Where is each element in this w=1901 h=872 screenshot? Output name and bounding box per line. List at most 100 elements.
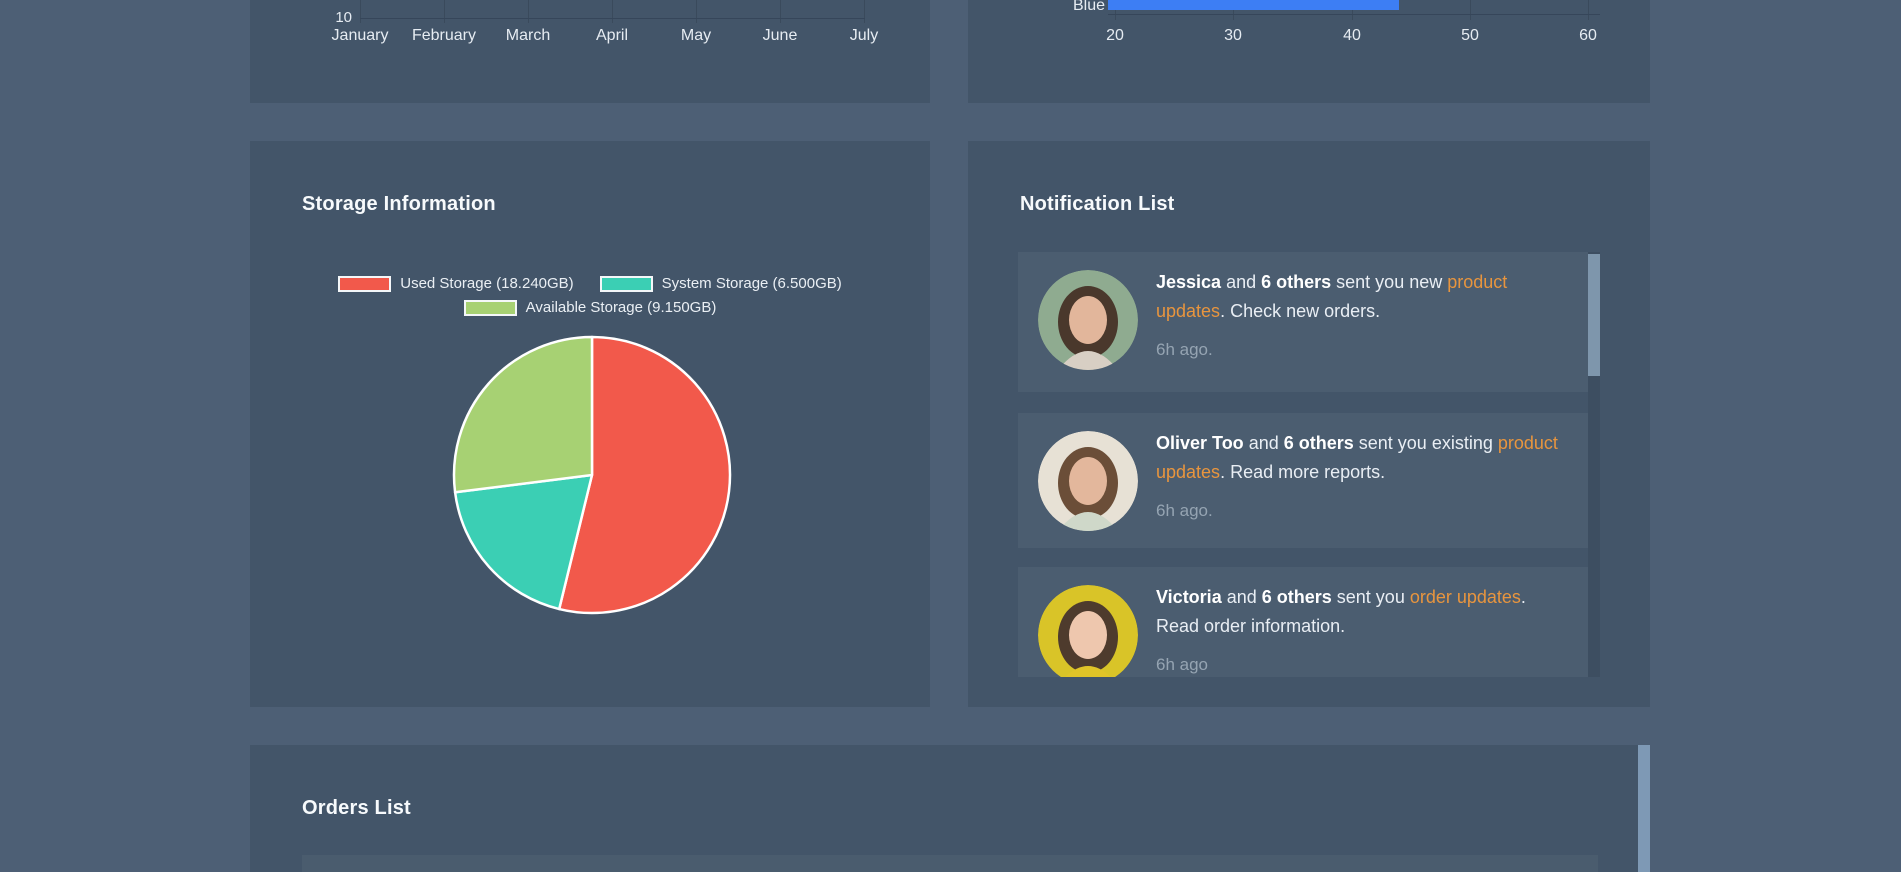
axis-tick	[780, 18, 781, 23]
avatar-photo	[1038, 431, 1138, 531]
orders-scrollbar-thumb[interactable]	[1638, 745, 1650, 872]
avatar-photo	[1038, 270, 1138, 370]
legend-row: Available Storage (9.150GB)	[463, 299, 717, 316]
notification-text-segment: sent you	[1331, 587, 1410, 607]
y-axis-tick-label: 10	[335, 9, 352, 26]
notification-link[interactable]: updates	[1156, 462, 1221, 482]
grid-line	[612, 0, 613, 18]
bar-category-label: Blue	[1072, 0, 1105, 14]
notification-text-segment: . Read more reports.	[1220, 462, 1386, 482]
notification-text-segment: . Check new orders.	[1220, 301, 1381, 321]
notification-list-panel: Notification List Jessica and 6 others s…	[968, 141, 1650, 707]
notification-card[interactable]: Victoria and 6 others sent you order upd…	[1018, 567, 1588, 677]
legend-swatch	[463, 299, 517, 316]
x-tick-label: 50	[1461, 27, 1479, 44]
storage-panel-title: Storage Information	[302, 193, 496, 215]
x-axis-line	[360, 18, 865, 19]
notifications-scrollbar-thumb[interactable]	[1588, 254, 1600, 376]
notification-text-segment: sent you new	[1331, 272, 1448, 292]
notification-link[interactable]: product	[1497, 433, 1558, 453]
notification-text-segment: sent you existing	[1353, 433, 1498, 453]
blue-bar	[1108, 0, 1399, 10]
axis-tick	[864, 18, 865, 23]
notification-panel-title: Notification List	[1020, 193, 1175, 215]
orders-table-header	[302, 855, 1598, 872]
notification-text: Oliver Too and 6 others sent you existin…	[1156, 429, 1580, 487]
storage-information-panel: Storage Information Used Storage (18.240…	[250, 141, 930, 707]
notification-card[interactable]: Oliver Too and 6 others sent you existin…	[1018, 413, 1588, 548]
legend-swatch	[599, 275, 653, 292]
legend-item[interactable]: Used Storage (18.240GB)	[338, 275, 574, 292]
pie-slice[interactable]	[453, 473, 594, 611]
notification-text-line: updates. Check new orders.	[1156, 297, 1580, 326]
axis-tick	[612, 18, 613, 23]
month-label: May	[680, 27, 712, 44]
monthly-chart-panel: January February March April May June July 10	[250, 0, 930, 103]
axis-tick	[1233, 14, 1234, 20]
notification-text: Jessica and 6 others sent you new produc…	[1156, 268, 1580, 326]
x-tick-label: 40	[1343, 27, 1361, 44]
notification-link[interactable]: order updates	[1409, 587, 1521, 607]
orders-panel-title: Orders List	[302, 797, 411, 819]
notification-timestamp: 6h ago.	[1156, 501, 1213, 520]
notification-text-segment: .	[1520, 587, 1526, 607]
jessica-avatar	[1038, 270, 1138, 370]
notification-text-segment: Jessica	[1156, 272, 1222, 292]
legend-label: Available Storage (9.150GB)	[525, 299, 717, 316]
notification-text-segment: and	[1221, 272, 1262, 292]
notification-text-segment: Read order information.	[1156, 616, 1346, 636]
grid-line	[696, 0, 697, 18]
notification-text-segment: 6 others	[1261, 272, 1332, 292]
x-axis-line	[1108, 14, 1600, 15]
axis-tick	[1470, 14, 1471, 20]
legend-item[interactable]: Available Storage (9.150GB)	[463, 299, 717, 316]
notification-text-segment: 6 others	[1283, 433, 1354, 453]
legend-label: Used Storage (18.240GB)	[400, 275, 574, 292]
notification-card[interactable]: Jessica and 6 others sent you new produc…	[1018, 252, 1588, 392]
notification-text-line: updates. Read more reports.	[1156, 458, 1580, 487]
month-label: March	[505, 27, 551, 44]
axis-tick	[360, 18, 361, 23]
grid-line	[864, 0, 865, 18]
notification-link[interactable]: updates	[1156, 301, 1221, 321]
x-tick-label: 20	[1106, 27, 1124, 44]
axis-tick	[696, 18, 697, 23]
month-label: June	[762, 27, 798, 44]
notification-text: Victoria and 6 others sent you order upd…	[1156, 583, 1580, 641]
month-label: January	[331, 27, 389, 44]
blue-bar-chart-panel: 20 30 40 50 60 Blue	[968, 0, 1650, 103]
notification-list: Jessica and 6 others sent you new produc…	[1018, 252, 1600, 677]
notification-text-line: Victoria and 6 others sent you order upd…	[1156, 583, 1580, 612]
notification-text-segment: Victoria	[1156, 587, 1222, 607]
notification-text-line: Oliver Too and 6 others sent you existin…	[1156, 429, 1580, 458]
avatar-photo	[1038, 585, 1138, 677]
month-label: April	[595, 27, 629, 44]
oliver-avatar	[1038, 431, 1138, 531]
legend-swatch	[338, 275, 392, 292]
notification-link[interactable]: product	[1447, 272, 1508, 292]
month-label: July	[849, 27, 879, 44]
axis-tick	[1352, 14, 1353, 20]
x-tick-label: 60	[1579, 27, 1597, 44]
pie-slice[interactable]	[557, 335, 732, 615]
axis-tick	[1588, 14, 1589, 20]
axis-tick	[1115, 14, 1116, 20]
x-tick-label: 30	[1224, 27, 1242, 44]
notification-text-segment: 6 others	[1261, 587, 1332, 607]
notification-timestamp: 6h ago.	[1156, 340, 1213, 359]
notification-text-line: Read order information.	[1156, 612, 1580, 641]
notification-text-segment: Oliver Too	[1156, 433, 1244, 453]
legend-label: System Storage (6.500GB)	[661, 275, 842, 292]
storage-pie-chart	[452, 335, 732, 615]
orders-list-panel: Orders List	[250, 745, 1650, 872]
legend-row: Used Storage (18.240GB) System Storage (6…	[338, 275, 842, 292]
grid-line	[1588, 0, 1589, 14]
victoria-avatar	[1038, 585, 1138, 677]
legend-item[interactable]: System Storage (6.500GB)	[599, 275, 842, 292]
grid-line	[444, 0, 445, 18]
grid-line	[360, 0, 361, 18]
pie-legend: Used Storage (18.240GB) System Storage (6…	[250, 275, 930, 316]
pie-slice[interactable]	[452, 335, 594, 494]
axis-tick	[444, 18, 445, 23]
